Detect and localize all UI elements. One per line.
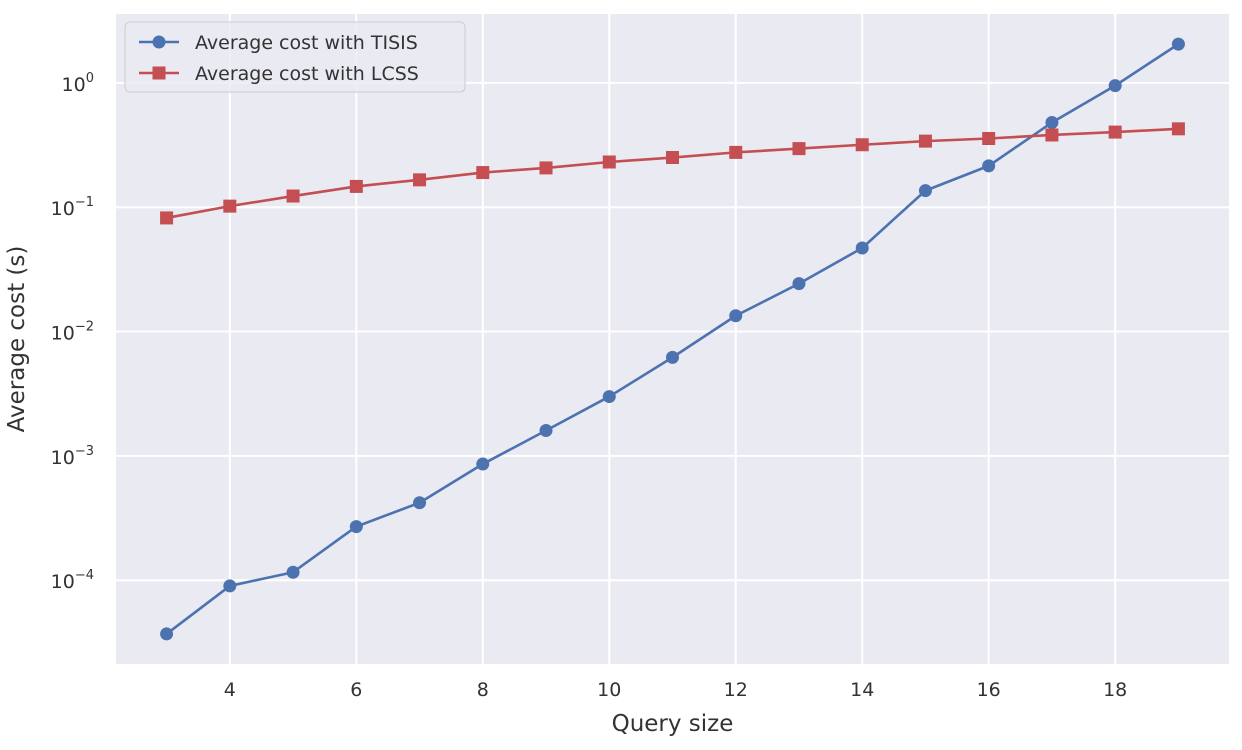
data-point (349, 520, 363, 534)
data-point (539, 161, 553, 175)
y-tick-label: 100 (62, 71, 94, 96)
x-tick-label: 16 (977, 679, 1001, 701)
y-tick-label: 10−4 (51, 568, 94, 593)
x-tick-label: 18 (1103, 679, 1127, 701)
y-tick-label: 10−1 (51, 195, 94, 220)
y-tick-exponent: 0 (86, 71, 94, 86)
data-point (1108, 79, 1122, 93)
data-point (1171, 122, 1185, 136)
y-tick-base: 10 (51, 447, 75, 469)
legend-label: Average cost with TISIS (195, 32, 418, 54)
data-point (476, 457, 490, 471)
data-point (729, 145, 743, 159)
data-point (413, 496, 427, 510)
x-tick-label: 14 (850, 679, 874, 701)
data-point (223, 579, 237, 593)
series-layer (160, 37, 1185, 641)
legend-marker (152, 35, 166, 49)
data-point (602, 155, 616, 169)
data-point (1108, 125, 1122, 139)
y-tick-base: 10 (51, 323, 75, 345)
data-point (918, 184, 932, 198)
x-tick-label: 8 (477, 679, 489, 701)
x-axis-label: Query size (612, 711, 734, 737)
legend: Average cost with TISIS Average cost with… (124, 21, 466, 93)
plot-background (116, 14, 1229, 664)
y-tick-base: 10 (51, 571, 75, 593)
data-point (855, 241, 869, 255)
data-point (349, 179, 363, 193)
series-tisis (160, 37, 1185, 641)
x-tick-label: 12 (724, 679, 748, 701)
data-point (286, 189, 300, 203)
y-tick-exponent: −3 (75, 444, 94, 459)
data-point (223, 199, 237, 213)
data-point (918, 134, 932, 148)
data-point (666, 151, 679, 165)
series-lcss (160, 122, 1185, 225)
y-tick-exponent: −1 (75, 195, 94, 210)
y-tick-label: 10−3 (51, 444, 94, 469)
y-tick-label: 10−2 (51, 320, 94, 345)
y-tick-exponent: −4 (75, 568, 94, 583)
data-point (792, 277, 806, 291)
data-point (982, 159, 996, 173)
data-point (792, 142, 806, 156)
data-point (160, 211, 174, 225)
x-tick-label: 6 (350, 679, 362, 701)
data-point (286, 565, 300, 579)
data-point (1045, 128, 1059, 142)
data-point (1045, 116, 1059, 130)
data-point (982, 131, 996, 145)
data-point (413, 173, 427, 187)
data-point (476, 166, 490, 180)
data-point (855, 138, 869, 152)
x-tick-label: 10 (597, 679, 621, 701)
data-point (602, 390, 616, 404)
legend-marker (152, 66, 166, 80)
grid-lines (116, 14, 1229, 664)
data-point (1171, 37, 1185, 51)
data-point (539, 424, 553, 438)
y-tick-exponent: −2 (75, 320, 94, 335)
y-axis-label: Average cost (s) (4, 246, 30, 433)
x-tick-label: 4 (224, 679, 236, 701)
legend-label: Average cost with LCSS (195, 63, 419, 85)
data-point (729, 309, 743, 323)
data-point (160, 627, 174, 641)
y-tick-base: 10 (62, 74, 86, 96)
data-point (666, 350, 679, 364)
legend-box (124, 21, 466, 93)
y-tick-base: 10 (51, 198, 75, 220)
